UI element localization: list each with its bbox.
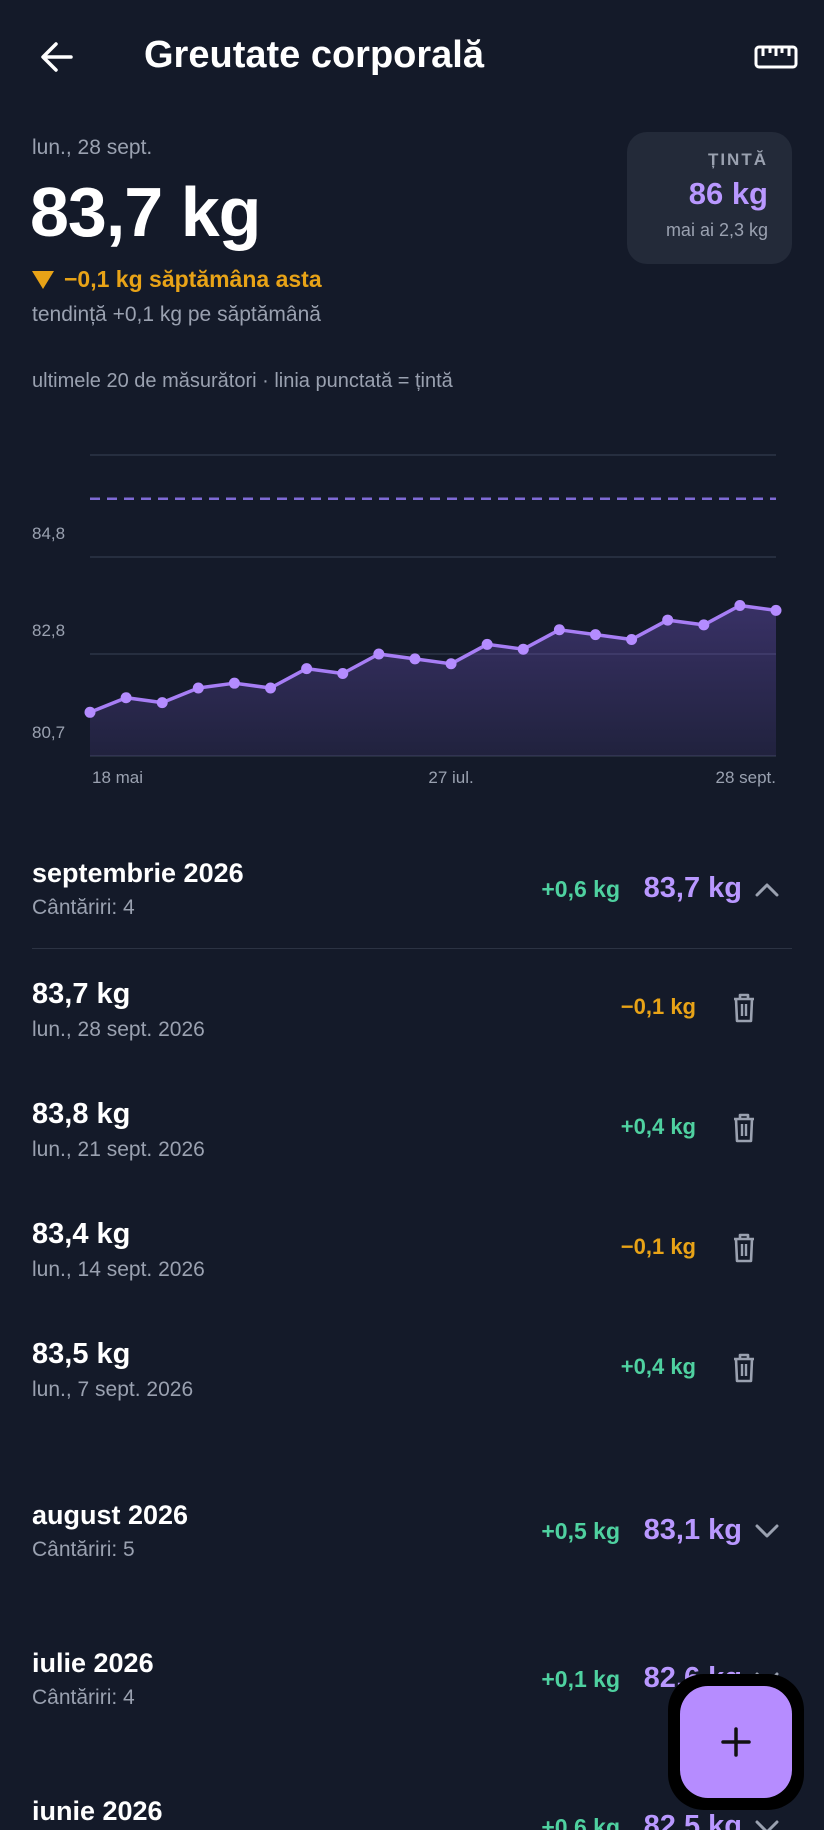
chevron-up-icon[interactable] bbox=[752, 874, 782, 904]
entry-delta: −0,1 kg bbox=[620, 1234, 696, 1259]
trash-icon bbox=[734, 1233, 754, 1263]
month-average: 82,5 kg bbox=[643, 1810, 742, 1830]
x-tick-label: 28 sept. bbox=[716, 768, 777, 787]
entry-weight: 83,7 kg bbox=[32, 978, 131, 1010]
entry-row[interactable]: 83,7 kg lun., 28 sept. 2026 −0,1 kg bbox=[0, 978, 824, 1068]
entry-date: lun., 21 sept. 2026 bbox=[32, 1138, 205, 1161]
y-tick-label: 86,9 bbox=[32, 440, 65, 441]
goal-card[interactable]: ȚINTĂ 86 kg mai ai 2,3 kg bbox=[627, 132, 792, 264]
data-point bbox=[662, 614, 674, 626]
weight-chart: 86,9 84,8 82,8 80,7 18 mai 27 iul. 28 sept. bbox=[32, 440, 782, 787]
month-name: iunie 2026 bbox=[32, 1796, 163, 1826]
back-button[interactable] bbox=[30, 30, 84, 84]
delete-button[interactable] bbox=[728, 1230, 760, 1266]
data-point bbox=[228, 677, 240, 689]
arrow-left-icon bbox=[41, 42, 73, 72]
entry-delta: −0,1 kg bbox=[620, 994, 696, 1019]
triangle-down-icon bbox=[32, 270, 54, 289]
data-point bbox=[698, 619, 710, 631]
x-tick-label: 27 iul. bbox=[428, 768, 473, 787]
trash-icon bbox=[734, 993, 754, 1023]
goal-value: 86 kg bbox=[688, 176, 768, 211]
data-point bbox=[84, 706, 96, 718]
units-button[interactable] bbox=[744, 30, 808, 84]
chart-caption: ultimele 20 de măsurători · linia puncta… bbox=[32, 370, 453, 392]
x-tick-label: 18 mai bbox=[92, 768, 143, 787]
goal-label: ȚINTĂ bbox=[707, 150, 768, 169]
trash-icon bbox=[734, 1353, 754, 1383]
data-point bbox=[337, 667, 349, 679]
month-average: 83,7 kg bbox=[643, 872, 742, 904]
data-point bbox=[626, 633, 638, 645]
data-point bbox=[770, 604, 782, 616]
entry-weight: 83,8 kg bbox=[32, 1098, 131, 1130]
latest-date: lun., 28 sept. bbox=[32, 136, 153, 159]
entry-date: lun., 7 sept. 2026 bbox=[32, 1378, 194, 1401]
month-header-september[interactable]: septembrie 2026 Cântăriri: 4 +0,6 kg 83,… bbox=[0, 858, 824, 948]
month-delta: +0,6 kg bbox=[541, 1814, 620, 1830]
ruler-icon bbox=[754, 45, 798, 69]
delete-button[interactable] bbox=[728, 1110, 760, 1146]
data-point bbox=[481, 638, 493, 650]
month-count: Cântăriri: 4 bbox=[32, 896, 135, 919]
month-delta: +0,1 kg bbox=[541, 1666, 620, 1692]
entry-delta: +0,4 kg bbox=[620, 1114, 696, 1139]
entry-weight: 83,5 kg bbox=[32, 1338, 131, 1370]
entry-row[interactable]: 83,4 kg lun., 14 sept. 2026 −0,1 kg bbox=[0, 1218, 824, 1308]
add-measurement-button[interactable] bbox=[680, 1686, 792, 1798]
chevron-down-icon[interactable] bbox=[752, 1516, 782, 1546]
y-tick-label: 84,8 bbox=[32, 524, 65, 543]
entry-delta: +0,4 kg bbox=[620, 1354, 696, 1379]
month-count: Cântăriri: 4 bbox=[32, 1686, 135, 1709]
entry-row[interactable]: 83,5 kg lun., 7 sept. 2026 +0,4 kg bbox=[0, 1338, 824, 1428]
series-area bbox=[90, 605, 776, 756]
data-point bbox=[192, 682, 204, 694]
data-point bbox=[373, 648, 385, 660]
series-line bbox=[89, 603, 777, 714]
month-name: septembrie 2026 bbox=[32, 858, 244, 888]
month-delta: +0,5 kg bbox=[541, 1518, 620, 1544]
chevron-down-icon[interactable] bbox=[752, 1812, 782, 1830]
delete-button[interactable] bbox=[728, 990, 760, 1026]
month-name: august 2026 bbox=[32, 1500, 189, 1530]
entry-weight: 83,4 kg bbox=[32, 1218, 131, 1250]
current-weight: 83,7 kg bbox=[30, 173, 261, 251]
week-change-text: −0,1 kg săptămâna asta bbox=[64, 266, 322, 292]
entry-date: lun., 28 sept. 2026 bbox=[32, 1018, 205, 1041]
y-tick-label: 82,8 bbox=[32, 621, 65, 640]
plus-icon bbox=[721, 1727, 751, 1757]
month-header-july[interactable]: iulie 2026 Cântăriri: 4 +0,1 kg 82,6 kg bbox=[0, 1648, 824, 1738]
data-point bbox=[589, 629, 601, 641]
data-point bbox=[517, 643, 529, 655]
month-header-august[interactable]: august 2026 Cântăriri: 5 +0,5 kg 83,1 kg bbox=[0, 1500, 824, 1590]
month-count: Cântăriri: 5 bbox=[32, 1538, 135, 1561]
data-point bbox=[120, 692, 132, 704]
trash-icon bbox=[734, 1113, 754, 1143]
month-header-june[interactable]: iunie 2026 +0,6 kg 82,5 kg bbox=[0, 1796, 824, 1830]
data-point bbox=[409, 653, 421, 665]
goal-remaining: mai ai 2,3 kg bbox=[665, 220, 768, 240]
trend-text: tendință +0,1 kg pe săptămână bbox=[32, 303, 321, 326]
data-point bbox=[301, 663, 313, 675]
data-point bbox=[265, 682, 277, 694]
app-bar: Greutate corporală bbox=[0, 0, 824, 112]
y-tick-label: 80,7 bbox=[32, 723, 65, 742]
delete-button[interactable] bbox=[728, 1350, 760, 1386]
data-point bbox=[445, 658, 457, 670]
divider bbox=[32, 948, 792, 949]
page-title: Greutate corporală bbox=[144, 34, 484, 76]
month-average: 83,1 kg bbox=[643, 1514, 742, 1546]
month-name: iulie 2026 bbox=[32, 1648, 154, 1678]
entry-row[interactable]: 83,8 kg lun., 21 sept. 2026 +0,4 kg bbox=[0, 1098, 824, 1188]
entry-date: lun., 14 sept. 2026 bbox=[32, 1258, 205, 1281]
month-delta: +0,6 kg bbox=[541, 876, 620, 902]
data-point bbox=[553, 624, 565, 636]
data-point bbox=[734, 600, 746, 611]
week-change: −0,1 kg săptămâna asta bbox=[32, 266, 322, 293]
data-point bbox=[156, 697, 168, 709]
